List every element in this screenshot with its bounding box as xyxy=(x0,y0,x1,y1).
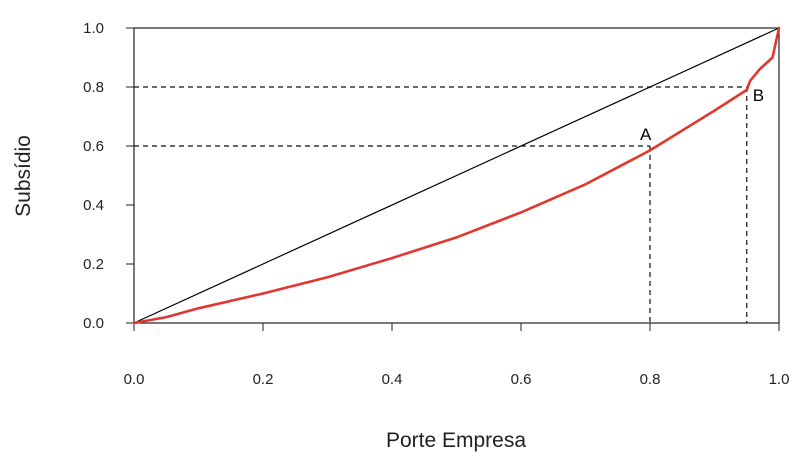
y-tick-label: 1.0 xyxy=(83,20,104,37)
annotation-b: B xyxy=(753,86,764,105)
y-axis-ticks: 0.0 0.2 0.4 0.6 0.8 1.0 xyxy=(83,20,134,332)
x-tick-label: 0.0 xyxy=(124,371,145,388)
reference-lines xyxy=(134,86,748,323)
y-tick-label: 0.8 xyxy=(83,79,104,96)
y-tick-label: 0.0 xyxy=(83,315,104,332)
x-axis-title: Porte Empresa xyxy=(386,429,526,452)
y-tick-label: 0.4 xyxy=(83,197,104,214)
x-tick-label: 0.6 xyxy=(511,371,532,388)
series-layer xyxy=(132,26,781,325)
lorenz-curve-line xyxy=(132,26,781,325)
annotation-a: A xyxy=(640,125,652,144)
x-axis-ticks: 0.0 0.2 0.4 0.6 0.8 1.0 xyxy=(124,323,790,388)
x-tick-label: 0.2 xyxy=(253,371,274,388)
annotations: AB xyxy=(640,86,764,144)
y-tick-label: 0.2 xyxy=(83,256,104,273)
plot-frame xyxy=(133,27,780,324)
y-axis-title: Subsídio xyxy=(12,135,35,217)
x-tick-label: 0.4 xyxy=(382,371,403,388)
y-tick-label: 0.6 xyxy=(83,138,104,155)
x-tick-label: 1.0 xyxy=(769,371,790,388)
x-tick-label: 0.8 xyxy=(640,371,661,388)
equality-line xyxy=(133,27,780,324)
